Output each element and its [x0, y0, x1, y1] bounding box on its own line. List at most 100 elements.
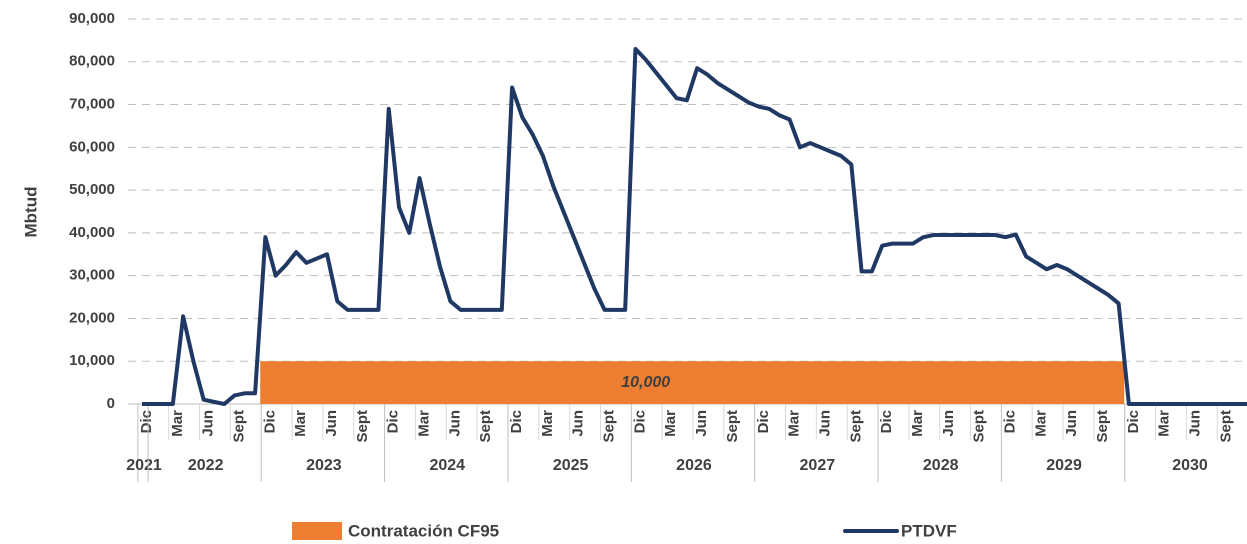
- bar: [928, 361, 940, 404]
- bar: [835, 361, 847, 404]
- x-group-label: 2023: [306, 457, 342, 474]
- bar: [722, 361, 734, 404]
- bar: [753, 361, 765, 404]
- bar: [434, 361, 446, 404]
- bar: [270, 361, 282, 404]
- x-tick-label: Sept: [601, 410, 618, 443]
- bar: [959, 361, 971, 404]
- x-tick-label: Mar: [169, 410, 186, 437]
- x-group-label: 2029: [1046, 457, 1082, 474]
- bar: [784, 361, 796, 404]
- y-tick-label: 40,000: [69, 224, 115, 241]
- y-tick-label: 80,000: [69, 53, 115, 70]
- x-tick-label: Mar: [662, 410, 679, 437]
- x-tick-label: Mar: [292, 410, 309, 437]
- y-tick-label: 0: [107, 395, 115, 412]
- bar: [671, 361, 683, 404]
- x-tick-label: Sept: [971, 410, 988, 443]
- bar: [301, 361, 313, 404]
- x-tick-label: Dic: [631, 410, 648, 433]
- bar: [743, 361, 755, 404]
- bar: [321, 361, 333, 404]
- x-group-label: 2021: [126, 457, 162, 474]
- y-tick-label: 60,000: [69, 138, 115, 155]
- bar: [568, 361, 580, 404]
- bar: [794, 361, 806, 404]
- y-tick-label: 10,000: [69, 352, 115, 369]
- bar: [373, 361, 385, 404]
- bar: [969, 361, 981, 404]
- x-tick-label: Dic: [1001, 410, 1018, 433]
- x-group-label: 2028: [923, 457, 959, 474]
- data-label: 10,000: [621, 374, 670, 391]
- bar: [291, 361, 302, 404]
- bar: [476, 361, 487, 404]
- bar: [650, 361, 662, 404]
- bar: [517, 361, 528, 404]
- y-tick-label: 50,000: [69, 181, 115, 198]
- bar: [640, 361, 652, 404]
- bar: [681, 361, 693, 404]
- y-tick-label: 90,000: [69, 10, 115, 27]
- x-tick-label: Dic: [138, 410, 155, 433]
- bar: [1051, 361, 1063, 404]
- bar: [506, 361, 518, 404]
- x-tick-label: Mar: [539, 410, 556, 437]
- x-tick-label: Sept: [477, 410, 494, 443]
- bar: [846, 361, 857, 404]
- bar: [620, 361, 631, 404]
- x-tick-label: Jun: [1063, 410, 1080, 437]
- bar: [877, 361, 888, 404]
- bar: [496, 361, 508, 404]
- x-tick-label: Jun: [940, 410, 957, 437]
- bar: [702, 361, 714, 404]
- x-group-label: 2026: [676, 457, 712, 474]
- x-group-label: 2025: [553, 457, 589, 474]
- bar: [445, 361, 457, 404]
- bar: [805, 361, 816, 404]
- legend-label: PTDVF: [901, 521, 957, 540]
- bar: [918, 361, 929, 404]
- x-group-label: 2024: [429, 457, 465, 474]
- bar: [1041, 361, 1053, 404]
- bar: [414, 361, 426, 404]
- bar: [332, 361, 343, 404]
- bar: [1082, 361, 1094, 404]
- bar: [465, 361, 477, 404]
- bar: [979, 361, 991, 404]
- x-tick-label: Mar: [1156, 410, 1173, 437]
- line: [142, 46, 1247, 406]
- y-axis-label: Mbtud: [21, 187, 40, 238]
- bar: [260, 361, 271, 404]
- bar: [537, 361, 549, 404]
- bar: [1031, 361, 1042, 404]
- legend-swatch: [292, 522, 342, 540]
- bar: [948, 361, 960, 404]
- bar: [907, 361, 919, 404]
- x-tick-label: Jun: [693, 410, 710, 437]
- bar: [342, 361, 354, 404]
- legend-label: Contratación CF95: [348, 521, 499, 540]
- bar: [311, 361, 323, 404]
- bar: [548, 361, 559, 404]
- bar: [455, 361, 467, 404]
- bar: [1020, 361, 1032, 404]
- bar: [1000, 361, 1012, 404]
- y-tick-label: 20,000: [69, 309, 115, 326]
- x-tick-label: Dic: [508, 410, 525, 433]
- bar: [404, 361, 415, 404]
- bar: [990, 361, 1001, 404]
- bar: [774, 361, 785, 404]
- x-tick-label: Dic: [755, 410, 772, 433]
- x-group-label: 2027: [800, 457, 836, 474]
- x-tick-label: Mar: [786, 410, 803, 437]
- x-tick-label: Sept: [724, 410, 741, 443]
- x-tick-label: Dic: [1125, 410, 1142, 433]
- bar: [280, 361, 292, 404]
- bar: [897, 361, 909, 404]
- bar: [609, 361, 621, 404]
- bar: [661, 361, 672, 404]
- bar: [578, 361, 590, 404]
- bar: [383, 361, 395, 404]
- y-tick-label: 30,000: [69, 267, 115, 284]
